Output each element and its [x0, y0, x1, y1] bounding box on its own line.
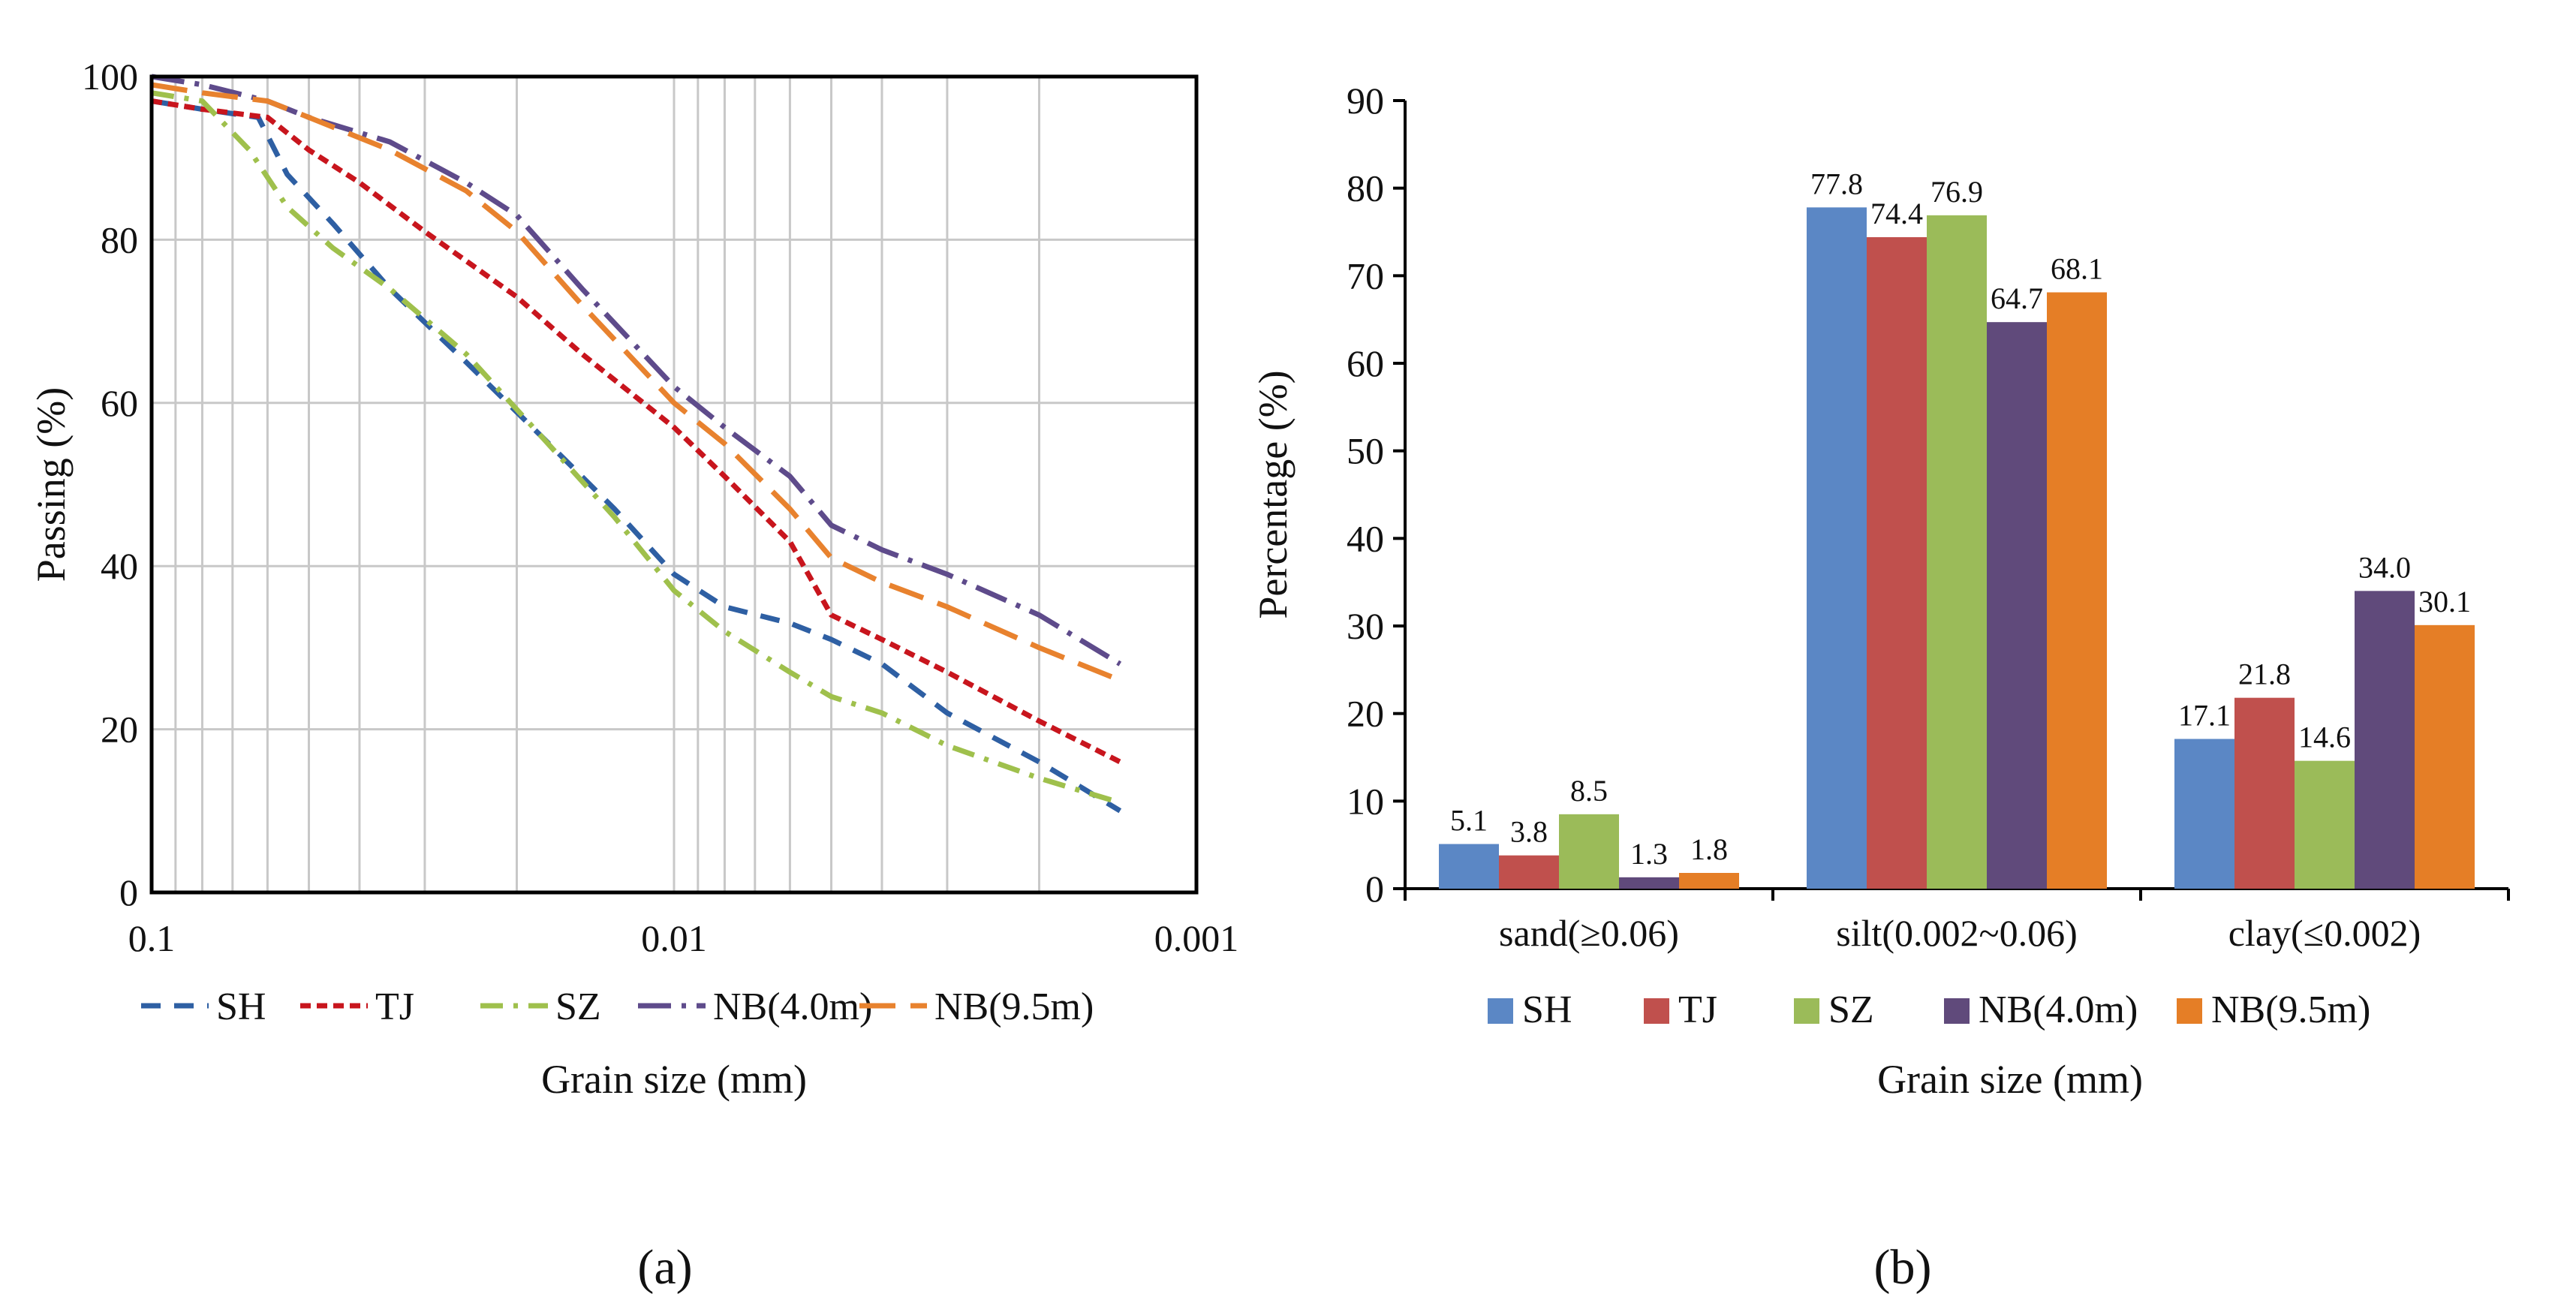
x-axis-label: Grain size (mm) — [541, 1057, 807, 1102]
bar-nb-9-5m- — [2047, 292, 2107, 889]
panel-a-line-chart: 0 20 40 60 80 100 0.1 0.01 0.001 Grain size (mm) P… — [29, 56, 1238, 1295]
legend-label: NB(4.0m) — [713, 985, 872, 1028]
bar-sh — [2174, 739, 2234, 889]
y-tick-label: 20 — [101, 709, 138, 751]
series-line-sz — [151, 90, 1121, 805]
y-tick-label: 100 — [82, 56, 138, 98]
x-tick-label: 0.01 — [641, 917, 707, 959]
y-tick-label: 40 — [101, 545, 138, 587]
y-tick-label: 60 — [1347, 342, 1384, 384]
x-category-label: clay(≤0.002) — [2228, 912, 2421, 954]
bar-value-label: 74.4 — [1870, 197, 1923, 230]
series-line-tj — [151, 98, 1121, 765]
bar-value-label: 1.3 — [1630, 837, 1668, 871]
bar-nb-4-0m- — [1619, 877, 1679, 889]
legend-swatch — [1488, 998, 1513, 1024]
bar-value-label: 76.9 — [1930, 175, 1983, 209]
y-tick-label: 50 — [1347, 430, 1384, 472]
y-tick-label: 20 — [1347, 693, 1384, 735]
y-tick-label: 90 — [1347, 80, 1384, 122]
y-tick-label: 70 — [1347, 254, 1384, 296]
bar-value-label: 34.0 — [2358, 550, 2411, 584]
bar-value-label: 5.1 — [1450, 804, 1488, 838]
legend-label: TJ — [375, 985, 414, 1028]
series-line-nb-4-0m- — [151, 74, 1122, 667]
panel-a-plot-frame — [149, 74, 1199, 895]
bar-sh — [1807, 207, 1867, 889]
panel-label-a: (a) — [637, 1240, 692, 1295]
bar-nb-4-0m- — [2355, 591, 2415, 889]
y-tick-label: 30 — [1347, 605, 1384, 647]
bar-value-label: 21.8 — [2238, 658, 2291, 691]
x-category-label: silt(0.002~0.06) — [1836, 912, 2077, 954]
y-tick-label: 40 — [1347, 517, 1384, 559]
legend-label: NB(9.5m) — [934, 985, 1094, 1028]
panel-b-bar-chart: 0 10 20 30 40 50 60 70 80 90 5.1 3.8 8.5 1.3 1.8 sand(≥… — [1250, 80, 2510, 1295]
panel-a-legend: SH TJ SZ NB(4.0m) NB(9.5m) — [141, 985, 1094, 1028]
y-axis-label: Passing (%) — [29, 387, 74, 582]
panel-label-b: (b) — [1874, 1240, 1932, 1295]
legend-label: SZ — [1828, 989, 1874, 1031]
y-tick-label: 80 — [101, 218, 138, 260]
legend-swatch — [1944, 998, 1970, 1024]
bar-nb-9-5m- — [1679, 873, 1739, 889]
bar-nb-4-0m- — [1987, 322, 2047, 889]
bar-value-label: 64.7 — [1991, 281, 2043, 315]
bar-value-label: 3.8 — [1510, 815, 1548, 849]
legend-label: NB(9.5m) — [2211, 989, 2370, 1031]
legend-label: SH — [216, 985, 266, 1028]
bar-value-label: 17.1 — [2178, 699, 2231, 733]
legend-label: TJ — [1678, 989, 1717, 1031]
bar-sz — [2295, 760, 2355, 889]
y-tick-label: 0 — [1365, 868, 1384, 910]
y-tick-label: 0 — [119, 871, 138, 913]
bar-value-label: 68.1 — [2051, 252, 2103, 286]
y-axis-label: Percentage (%) — [1250, 370, 1296, 618]
y-tick-label: 60 — [101, 382, 138, 424]
bar-value-label: 1.8 — [1690, 832, 1728, 866]
bar-nb-9-5m- — [2415, 624, 2475, 889]
bar-tj — [2234, 697, 2295, 889]
bar-sh — [1439, 844, 1499, 889]
bar-value-label: 8.5 — [1570, 774, 1608, 808]
x-axis-label: Grain size (mm) — [1877, 1057, 2143, 1102]
y-tick-label: 10 — [1347, 780, 1384, 822]
y-tick-label: 80 — [1347, 167, 1384, 209]
bar-tj — [1867, 237, 1927, 889]
bar-sz — [1927, 215, 1987, 889]
bar-sz — [1559, 814, 1619, 889]
bar-tj — [1499, 855, 1559, 889]
legend-swatch — [2177, 998, 2202, 1024]
x-category-label: sand(≥0.06) — [1499, 912, 1679, 954]
legend-label: SZ — [555, 985, 601, 1028]
bar-value-label: 14.6 — [2298, 721, 2351, 754]
panel-b-legend: SH TJ SZ NB(4.0m) NB(9.5m) — [1488, 989, 2370, 1031]
x-tick-label: 0.1 — [128, 917, 176, 959]
legend-label: SH — [1522, 989, 1572, 1031]
legend-swatch — [1794, 998, 1819, 1024]
legend-swatch — [1644, 998, 1669, 1024]
series-line-sh — [151, 98, 1122, 814]
series-line-nb-9-5m- — [151, 82, 1121, 683]
x-tick-label: 0.001 — [1154, 917, 1239, 959]
bar-value-label: 30.1 — [2418, 585, 2471, 618]
legend-label: NB(4.0m) — [1979, 989, 2138, 1031]
bar-value-label: 77.8 — [1810, 167, 1863, 200]
